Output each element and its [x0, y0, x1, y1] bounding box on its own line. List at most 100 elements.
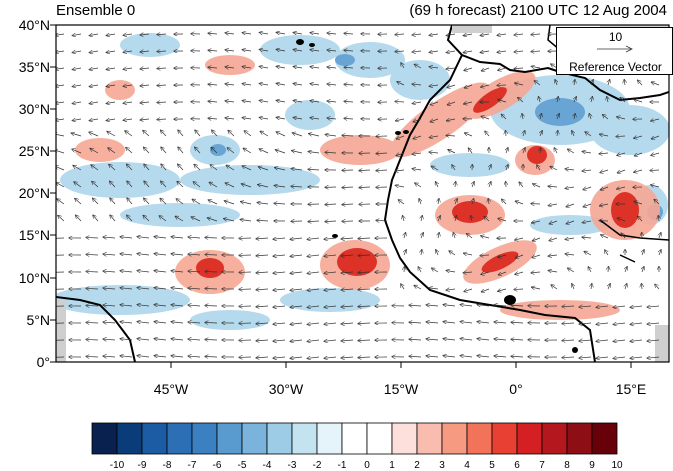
wind-vector [397, 82, 405, 86]
wind-vector [641, 284, 642, 290]
wind-vector [103, 237, 116, 238]
lon-label-45w: 45°W [153, 381, 189, 397]
wind-vector [120, 356, 133, 357]
wind-vector [531, 34, 541, 35]
wind-vector [463, 51, 473, 53]
wind-vector [275, 150, 286, 154]
wind-vector [154, 254, 167, 255]
wind-vector [647, 340, 660, 341]
wind-vector [531, 51, 541, 52]
colorbar-label: 7 [539, 460, 545, 471]
wind-vector [293, 100, 303, 102]
wind-vector [89, 132, 99, 137]
wind-vector [358, 289, 371, 290]
wind-vector [426, 356, 439, 357]
wind-vector [414, 285, 422, 290]
wind-vector [256, 340, 269, 341]
wind-vector [208, 84, 218, 85]
wind-vector [293, 117, 303, 119]
lon-label-0: 0° [509, 381, 523, 397]
wind-vector [276, 100, 286, 102]
wind-vector [413, 119, 422, 122]
wind-vector [74, 182, 82, 188]
wind-vector [630, 357, 643, 358]
wind-vector [412, 153, 422, 154]
wind-vector [106, 119, 116, 121]
wind-vector [600, 186, 609, 190]
wind-vector [617, 153, 626, 155]
wind-vector [358, 357, 371, 358]
wind-vector [86, 254, 99, 255]
wind-vector [140, 85, 150, 86]
forecast-time-title: (69 h forecast) 2100 UTC 12 Aug 2004 [409, 2, 667, 19]
wind-vector [438, 199, 439, 205]
wind-vector [396, 136, 405, 139]
wind-vector [308, 151, 320, 153]
wind-vector [212, 130, 218, 137]
wind-vector [259, 49, 269, 51]
wind-vector [421, 233, 423, 239]
wind-vector [86, 356, 99, 357]
wind-vector [634, 170, 643, 172]
wind-vector [290, 255, 303, 256]
wind-vector [176, 199, 184, 205]
wind-vector [480, 255, 490, 256]
wind-vector [276, 66, 286, 68]
wind-vector [596, 340, 609, 341]
wind-vector [76, 215, 82, 222]
lat-label-40n: 40°N [18, 17, 50, 33]
wind-vector [225, 50, 235, 51]
wind-vector [154, 237, 167, 238]
wind-vector [403, 216, 404, 222]
wind-vector [240, 219, 252, 221]
wind-vector [531, 66, 541, 68]
wind-vector [533, 184, 541, 188]
wind-vector [582, 237, 592, 238]
wind-vector [137, 288, 150, 289]
wind-vector [583, 187, 592, 190]
wind-vector [123, 119, 133, 120]
wind-vector [276, 49, 286, 51]
wind-vector [584, 251, 592, 256]
lat-label-15n: 15°N [18, 227, 50, 243]
wind-vector [341, 306, 354, 307]
wind-vector [376, 220, 388, 221]
wind-vector [241, 202, 252, 204]
wind-vector [137, 322, 150, 323]
wind-vector [161, 181, 167, 188]
wind-vector [481, 85, 490, 87]
wind-vector [409, 356, 422, 357]
wind-vector [257, 220, 269, 221]
wind-vector [242, 166, 252, 171]
wind-vector [448, 150, 456, 154]
wind-vector [358, 272, 371, 273]
wind-vector [582, 152, 592, 153]
wind-vector [579, 306, 592, 307]
wind-vector [56, 134, 65, 136]
wind-vector [436, 182, 438, 188]
wind-vector [208, 50, 218, 51]
wind-vector [449, 251, 456, 256]
wind-vector [467, 234, 473, 239]
wind-vector [178, 164, 184, 171]
wind-vector [140, 68, 150, 69]
wind-vector [258, 185, 269, 187]
wind-vector [432, 268, 439, 273]
wind-vector [548, 204, 558, 206]
wind-vector [613, 306, 626, 307]
wind-vector [600, 170, 609, 173]
wind-vector [140, 51, 150, 52]
wind-vector [171, 339, 184, 340]
lat-label-25n: 25°N [18, 143, 50, 159]
wind-vector [401, 284, 404, 290]
wind-vector [292, 133, 303, 137]
wind-vector [404, 250, 406, 256]
wind-vector [565, 254, 575, 255]
colorbar-label: -2 [312, 460, 322, 471]
wind-vector [205, 288, 218, 289]
wind-vector [642, 250, 644, 256]
wind-vector [497, 34, 507, 35]
reference-arrow-icon [597, 45, 633, 53]
colorbar-swatch [566, 422, 593, 455]
